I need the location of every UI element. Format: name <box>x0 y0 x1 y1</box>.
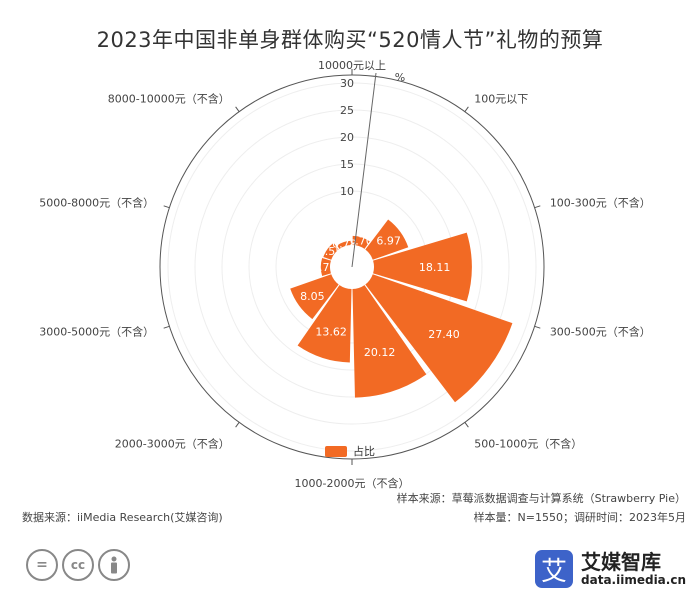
angle-tick <box>534 205 541 209</box>
value-label-6: 8.05 <box>300 290 325 303</box>
angle-tick <box>235 422 240 428</box>
value-label-3: 27.40 <box>428 328 460 341</box>
value-label-5: 13.62 <box>315 325 347 338</box>
value-label-2: 18.11 <box>419 261 451 274</box>
category-label-5: 1000-2000元（不含） <box>295 476 410 490</box>
value-label-7: 1.70 <box>312 261 337 274</box>
bar-2 <box>373 232 472 302</box>
bar-9 <box>337 240 352 249</box>
legend[interactable]: 占比 <box>325 443 375 459</box>
bar-5 <box>297 285 352 363</box>
value-label-1: 6.97 <box>376 234 401 247</box>
radial-axis-line <box>351 72 377 268</box>
category-label-6: 2000-3000元（不含） <box>115 436 230 450</box>
bar-1 <box>365 219 409 260</box>
bar-3 <box>365 274 513 403</box>
cc-icon: cc <box>62 549 94 581</box>
bar-8 <box>323 242 339 260</box>
brand[interactable]: 艾 艾媒智库 data.iimedia.cn <box>535 550 686 588</box>
brand-url: data.iimedia.cn <box>581 573 686 587</box>
category-label-3: 300-500元（不含） <box>550 324 651 338</box>
angle-tick <box>235 106 240 112</box>
bar-6 <box>290 274 339 320</box>
category-label-1: 100元以下 <box>474 93 528 106</box>
brand-name: 艾媒智库 <box>581 550 662 574</box>
category-label-8: 5000-8000元（不含） <box>39 196 154 210</box>
brand-logo: 艾 <box>535 550 574 588</box>
grid-circle <box>221 136 483 398</box>
radial-unit-label: % <box>395 71 405 84</box>
category-label-7: 3000-5000元（不含） <box>39 324 154 338</box>
bar-7 <box>320 258 331 276</box>
bar-0 <box>352 235 370 249</box>
grid-circle <box>194 109 510 425</box>
radial-tick-label: 25 <box>340 104 354 117</box>
value-label-8: 1.55 <box>318 245 343 258</box>
sample-info: 样本量：N=1550；调研时间：2023年5月 <box>473 511 686 524</box>
legend-swatch <box>325 445 347 457</box>
category-label-0: 10000元以上 <box>318 59 386 72</box>
angle-tick <box>534 325 541 329</box>
category-label-9: 8000-10000元（不含） <box>108 92 230 106</box>
value-label-4: 20.12 <box>364 346 396 359</box>
legend-label: 占比 <box>353 445 375 458</box>
grid-circle <box>167 82 537 452</box>
person-icon <box>98 549 130 581</box>
category-label-4: 500-1000元（不含） <box>474 436 582 450</box>
radial-tick-label: 10 <box>340 185 354 198</box>
angle-tick <box>163 325 170 329</box>
chart-title: 2023年中国非单身群体购买“520情人节”礼物的预算 <box>96 28 604 52</box>
bar-4 <box>352 285 427 398</box>
radial-tick-label: 15 <box>340 158 354 171</box>
angle-tick <box>163 205 170 209</box>
radial-tick-label: 20 <box>340 131 354 144</box>
equal-icon: = <box>26 549 58 581</box>
sample-source: 样本来源：草莓派数据调查与计算系统（Strawberry Pie） <box>396 492 686 505</box>
license-icons: = cc <box>26 549 130 581</box>
angle-tick <box>464 106 469 112</box>
category-label-2: 100-300元（不含） <box>550 196 651 210</box>
angle-tick <box>464 422 469 428</box>
radial-tick-label: 30 <box>340 77 354 90</box>
value-label-9: 0.78 <box>332 238 357 251</box>
data-source: 数据来源：iiMedia Research(艾媒咨询) <box>22 511 223 524</box>
